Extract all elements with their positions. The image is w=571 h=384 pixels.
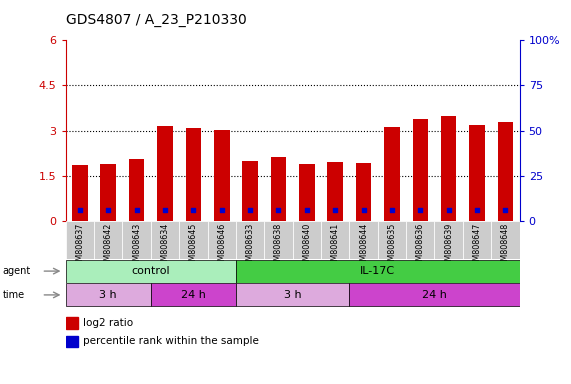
FancyBboxPatch shape [321,221,349,259]
FancyBboxPatch shape [406,221,435,259]
Bar [384,127,400,221]
FancyBboxPatch shape [463,221,491,259]
Bar [497,122,513,221]
Text: GSM808640: GSM808640 [302,223,311,271]
Text: GSM808641: GSM808641 [331,223,340,271]
Point [104,207,113,214]
Text: GSM808644: GSM808644 [359,223,368,271]
Bar [299,164,315,221]
Point [189,207,198,214]
Text: GSM808635: GSM808635 [388,223,396,271]
FancyBboxPatch shape [151,283,236,306]
Bar [412,119,428,221]
Bar [66,317,78,329]
Bar [441,116,456,221]
Point [444,207,453,214]
FancyBboxPatch shape [349,283,520,306]
Bar [214,130,230,221]
Bar [356,163,371,221]
Bar [327,162,343,221]
Text: GSM808646: GSM808646 [217,223,226,271]
Text: percentile rank within the sample: percentile rank within the sample [83,336,259,346]
FancyBboxPatch shape [66,221,94,259]
Text: 3 h: 3 h [284,290,301,300]
FancyBboxPatch shape [236,283,349,306]
Point [302,207,311,214]
Point [132,207,141,214]
Bar [72,165,88,221]
Point [359,207,368,214]
Text: log2 ratio: log2 ratio [83,318,133,328]
Text: GSM808639: GSM808639 [444,223,453,271]
Text: agent: agent [3,266,31,276]
Point [160,207,170,214]
Text: IL-17C: IL-17C [360,266,395,276]
Text: 24 h: 24 h [422,290,447,300]
FancyBboxPatch shape [66,283,151,306]
FancyBboxPatch shape [207,221,236,259]
Point [387,207,396,214]
Text: 24 h: 24 h [181,290,206,300]
Bar [242,161,258,221]
Point [331,207,340,214]
Text: GDS4807 / A_23_P210330: GDS4807 / A_23_P210330 [66,13,247,27]
FancyBboxPatch shape [378,221,406,259]
FancyBboxPatch shape [66,260,236,283]
Text: time: time [3,290,25,300]
Bar [66,336,78,347]
Point [246,207,255,214]
Text: GSM808638: GSM808638 [274,223,283,271]
FancyBboxPatch shape [349,221,378,259]
Text: control: control [131,266,170,276]
FancyBboxPatch shape [435,221,463,259]
Bar [100,164,116,221]
Point [274,207,283,214]
FancyBboxPatch shape [151,221,179,259]
Bar [186,129,201,221]
Bar [129,159,144,221]
Bar [469,125,485,221]
Point [416,207,425,214]
Text: GSM808648: GSM808648 [501,223,510,271]
FancyBboxPatch shape [179,221,207,259]
Text: GSM808633: GSM808633 [246,223,255,271]
FancyBboxPatch shape [94,221,122,259]
Text: 3 h: 3 h [99,290,117,300]
FancyBboxPatch shape [122,221,151,259]
Text: GSM808642: GSM808642 [104,223,112,271]
Text: GSM808647: GSM808647 [473,223,481,271]
Bar [157,126,173,221]
Point [217,207,226,214]
FancyBboxPatch shape [491,221,520,259]
Text: GSM808643: GSM808643 [132,223,141,271]
FancyBboxPatch shape [264,221,293,259]
Text: GSM808637: GSM808637 [75,223,85,271]
FancyBboxPatch shape [236,260,520,283]
Point [75,207,85,214]
Text: GSM808636: GSM808636 [416,223,425,271]
Text: GSM808634: GSM808634 [160,223,170,271]
Bar [271,157,286,221]
Text: GSM808645: GSM808645 [189,223,198,271]
Point [472,207,481,214]
FancyBboxPatch shape [236,221,264,259]
FancyBboxPatch shape [293,221,321,259]
Point [501,207,510,214]
